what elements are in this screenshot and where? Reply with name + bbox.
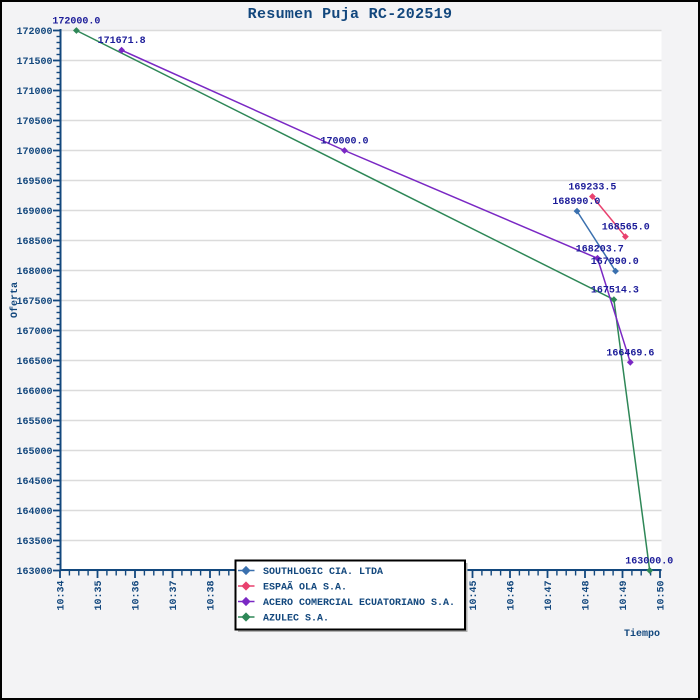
- svg-text:168203.7: 168203.7: [576, 244, 624, 255]
- svg-text:163500: 163500: [16, 537, 52, 548]
- svg-text:165000: 165000: [16, 447, 52, 458]
- svg-text:10:48: 10:48: [582, 580, 593, 610]
- svg-text:ACERO COMERCIAL ECUATORIANO S.: ACERO COMERCIAL ECUATORIANO S.A.: [263, 598, 455, 609]
- svg-text:164000: 164000: [16, 507, 52, 518]
- svg-text:166500: 166500: [16, 357, 52, 368]
- svg-text:171671.8: 171671.8: [98, 36, 146, 47]
- svg-text:168000: 168000: [16, 267, 52, 278]
- svg-text:10:36: 10:36: [132, 580, 143, 610]
- svg-text:168500: 168500: [16, 237, 52, 248]
- svg-text:10:37: 10:37: [169, 580, 180, 610]
- svg-text:170000.0: 170000.0: [320, 137, 368, 148]
- svg-text:165500: 165500: [16, 417, 52, 428]
- svg-text:SOUTHLOGIC CIA. LTDA: SOUTHLOGIC CIA. LTDA: [263, 567, 383, 578]
- svg-text:167514.3: 167514.3: [591, 286, 639, 297]
- svg-text:Oferta: Oferta: [9, 282, 21, 318]
- svg-text:10:46: 10:46: [507, 580, 518, 610]
- svg-text:Tiempo: Tiempo: [624, 628, 660, 640]
- svg-text:172000.0: 172000.0: [52, 17, 100, 28]
- svg-text:166469.6: 166469.6: [606, 348, 654, 359]
- svg-text:171000: 171000: [16, 87, 52, 98]
- svg-text:169000: 169000: [16, 207, 52, 218]
- svg-text:10:45: 10:45: [469, 580, 480, 610]
- svg-text:10:47: 10:47: [544, 580, 555, 610]
- svg-text:171500: 171500: [16, 57, 52, 68]
- svg-text:10:50: 10:50: [657, 580, 668, 610]
- svg-text:AZULEC S.A.: AZULEC S.A.: [263, 614, 329, 625]
- svg-text:10:35: 10:35: [94, 580, 105, 610]
- svg-text:10:38: 10:38: [207, 580, 218, 610]
- svg-text:10:49: 10:49: [619, 580, 630, 610]
- svg-text:169233.5: 169233.5: [568, 183, 616, 194]
- svg-text:163000.0: 163000.0: [625, 557, 673, 568]
- svg-text:170000: 170000: [16, 147, 52, 158]
- svg-text:167500: 167500: [16, 297, 52, 308]
- svg-text:Resumen Puja RC-202519: Resumen Puja RC-202519: [248, 6, 453, 23]
- svg-text:168990.0: 168990.0: [552, 197, 600, 208]
- svg-text:168565.0: 168565.0: [602, 223, 650, 234]
- svg-text:166000: 166000: [16, 387, 52, 398]
- svg-text:164500: 164500: [16, 477, 52, 488]
- svg-text:172000: 172000: [16, 27, 52, 38]
- svg-text:10:34: 10:34: [57, 580, 68, 610]
- svg-text:167990.0: 167990.0: [591, 257, 639, 268]
- svg-text:170500: 170500: [16, 117, 52, 128]
- svg-text:167000: 167000: [16, 327, 52, 338]
- svg-text:ESPAÃ OLA S.A.: ESPAÃ OLA S.A.: [263, 580, 347, 594]
- svg-text:163000: 163000: [16, 567, 52, 578]
- svg-text:169500: 169500: [16, 177, 52, 188]
